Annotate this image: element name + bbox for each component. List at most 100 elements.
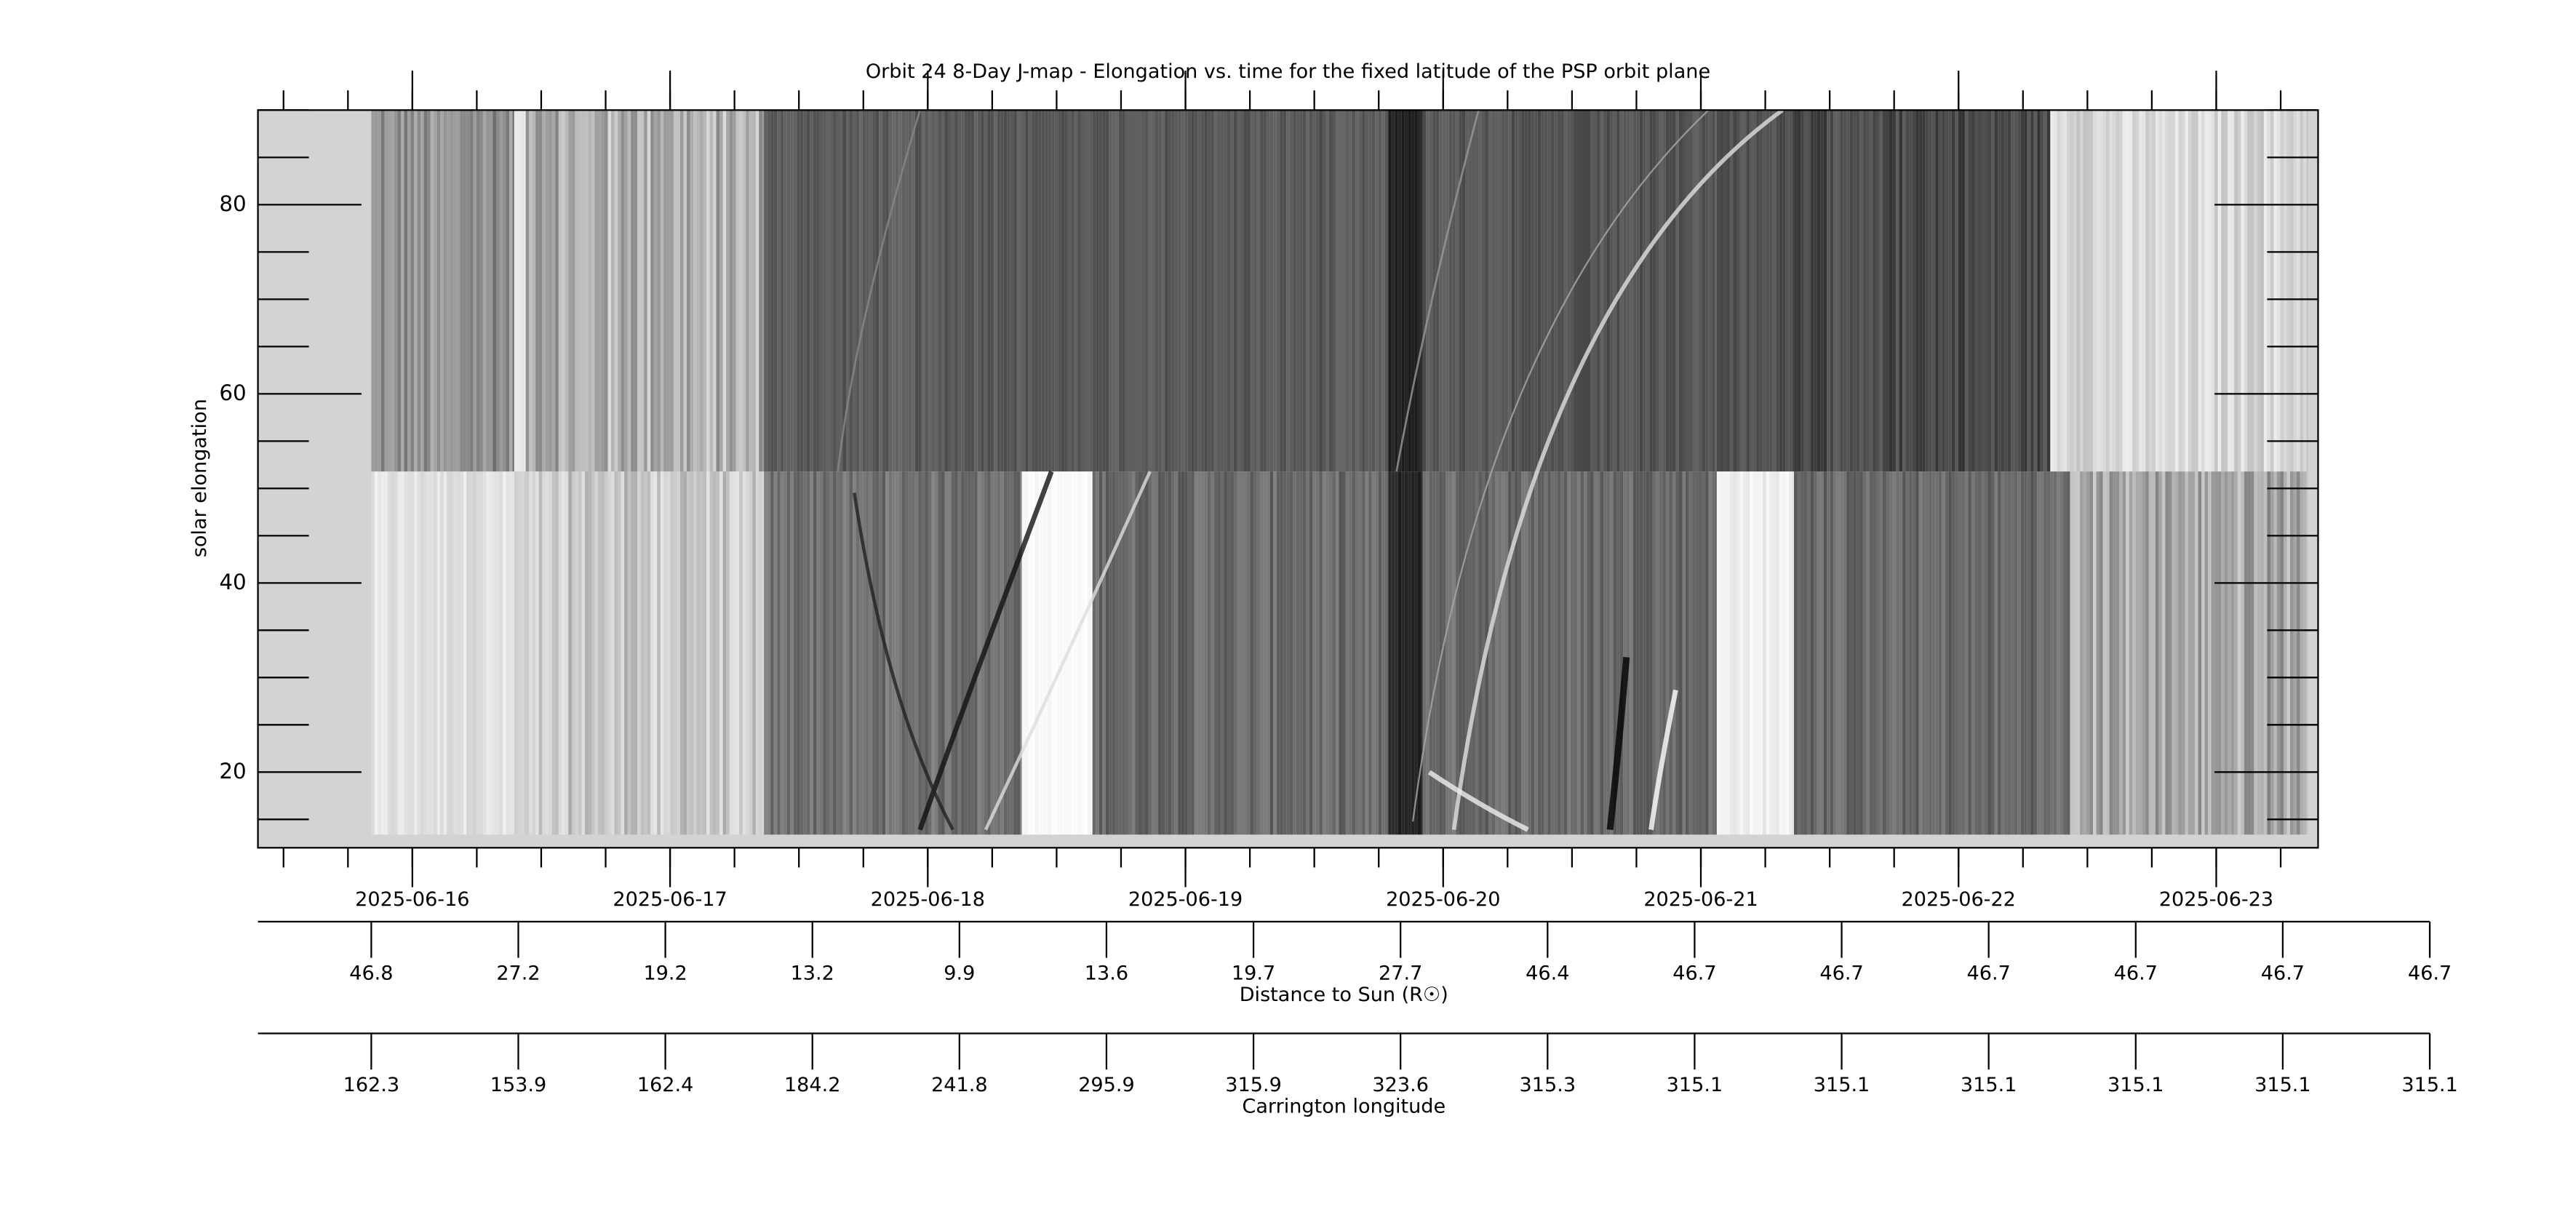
image-stripe — [759, 471, 762, 835]
image-stripe — [1853, 110, 1857, 472]
image-stripe — [1263, 471, 1267, 835]
image-stripe — [568, 110, 572, 472]
image-stripe — [1485, 110, 1489, 472]
image-stripe — [1643, 110, 1646, 472]
image-stripe — [1381, 471, 1385, 835]
image-stripe — [957, 471, 962, 835]
image-stripe — [588, 471, 591, 835]
image-stripe — [1632, 110, 1637, 472]
image-stripe — [2142, 110, 2146, 472]
image-stripe — [2014, 471, 2018, 835]
image-stripe — [2185, 110, 2189, 472]
image-stripe — [1560, 471, 1564, 835]
image-stripe — [1639, 471, 1643, 835]
image-stripe — [1445, 471, 1449, 835]
image-stripe — [686, 110, 690, 472]
image-stripe — [1675, 471, 1679, 835]
image-stripe — [1118, 471, 1122, 835]
image-stripe — [726, 471, 730, 835]
image-stripe — [1524, 110, 1528, 472]
image-stripe — [2053, 110, 2057, 472]
image-stripe — [627, 110, 631, 472]
image-stripe — [2132, 110, 2136, 472]
image-stripe — [1455, 110, 1459, 472]
image-stripe — [793, 110, 797, 472]
x-tick-label: 2025-06-18 — [871, 888, 985, 911]
image-stripe — [1974, 110, 1978, 472]
image-stripe — [1961, 471, 1965, 835]
image-stripe — [1665, 110, 1670, 472]
image-stripe — [1776, 110, 1779, 472]
image-stripe — [2135, 110, 2140, 472]
image-stripe — [2040, 471, 2044, 835]
image-stripe — [551, 471, 556, 835]
image-stripe — [770, 110, 774, 472]
image-stripe — [1448, 110, 1453, 472]
image-stripe — [888, 471, 893, 835]
image-stripe — [1077, 110, 1081, 472]
image-stripe — [752, 110, 756, 472]
image-stripe — [1475, 110, 1479, 472]
image-stripe — [1557, 110, 1561, 472]
image-stripe — [1964, 110, 1969, 472]
image-stripe — [895, 110, 899, 472]
image-stripe — [371, 110, 375, 472]
image-stripe — [2106, 110, 2110, 472]
secondary-tick-label: 46.7 — [2408, 962, 2452, 985]
image-stripe — [1879, 471, 1883, 835]
image-stripe — [1587, 110, 1591, 472]
image-stripe — [1227, 471, 1231, 835]
image-stripe — [925, 110, 928, 472]
image-stripe — [529, 471, 533, 835]
image-stripe — [2113, 471, 2116, 835]
image-stripe — [2267, 471, 2270, 835]
image-stripe — [786, 471, 791, 835]
image-stripe — [1856, 471, 1860, 835]
image-stripe — [555, 110, 559, 472]
image-stripe — [1439, 471, 1443, 835]
image-stripe — [964, 110, 968, 472]
image-stripe — [581, 471, 585, 835]
image-stripe — [2224, 110, 2228, 472]
image-stripe — [2063, 110, 2067, 472]
image-stripe — [2217, 110, 2222, 472]
image-stripe — [885, 110, 889, 472]
image-stripe — [2303, 471, 2307, 835]
image-stripe — [473, 471, 476, 835]
image-stripe — [486, 110, 490, 472]
image-stripe — [1915, 471, 1919, 835]
image-stripe — [849, 110, 853, 472]
image-stripe — [719, 110, 723, 472]
image-stripe — [1280, 110, 1283, 472]
image-stripe — [1763, 110, 1766, 472]
image-stripe — [520, 471, 525, 835]
image-stripe — [1286, 471, 1290, 835]
image-stripe — [2211, 471, 2215, 835]
image-stripe — [1064, 110, 1068, 472]
image-stripe — [1105, 110, 1109, 472]
image-stripe — [839, 471, 843, 835]
image-stripe — [2100, 471, 2103, 835]
image-stripe — [1619, 471, 1624, 835]
image-stripe — [384, 471, 388, 835]
image-stripe — [1452, 110, 1456, 472]
image-stripe — [565, 471, 569, 835]
image-stripe — [1217, 471, 1221, 835]
image-stripe — [1836, 110, 1841, 472]
secondary-tick-label: 315.1 — [2401, 1074, 2458, 1096]
image-stripe — [2306, 471, 2308, 835]
image-stripe — [1587, 471, 1591, 835]
image-stripe — [1247, 471, 1251, 835]
image-stripe — [726, 110, 730, 472]
image-stripe — [436, 110, 441, 472]
image-stripe — [767, 471, 771, 835]
image-stripe — [1404, 471, 1408, 835]
image-stripe — [729, 471, 733, 835]
image-stripe — [713, 471, 717, 835]
image-stripe — [1518, 471, 1522, 835]
image-stripe — [2145, 471, 2149, 835]
image-stripe — [1987, 471, 1992, 835]
image-stripe — [397, 110, 402, 472]
image-stripe — [1899, 110, 1903, 472]
